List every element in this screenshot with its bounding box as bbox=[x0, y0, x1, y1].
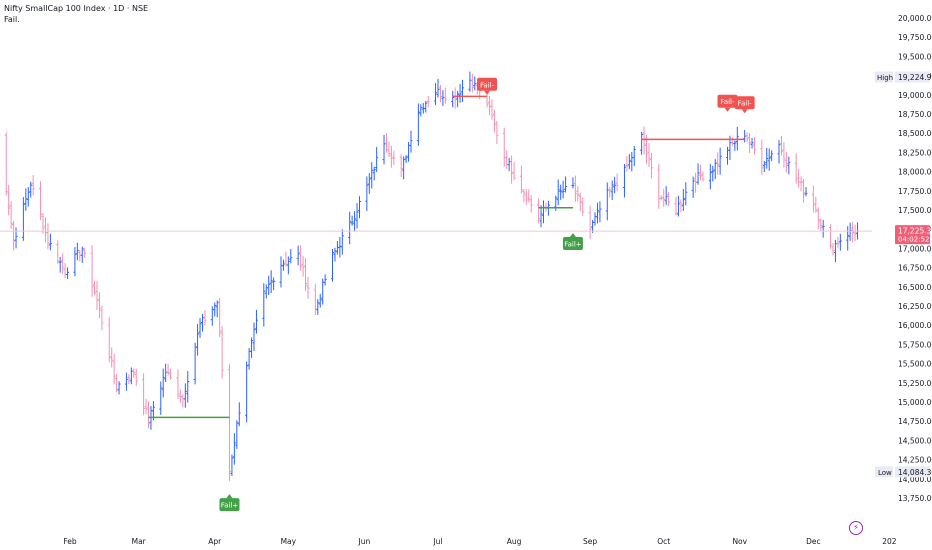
signal-markers: Fail-Fail- Fail-Fail+Fail+ bbox=[148, 77, 755, 512]
time-axis-label: Jun bbox=[358, 537, 371, 546]
time-axis-label: Nov bbox=[732, 537, 747, 546]
price-axis-label: 17,750.00 bbox=[898, 187, 932, 196]
time-axis-label: Apr bbox=[208, 537, 222, 546]
price-axis-label: 19,500.00 bbox=[898, 52, 932, 61]
fail-minus-pointer bbox=[724, 107, 731, 112]
price-axis-label: 15,250.00 bbox=[898, 379, 932, 388]
time-axis-label: Mar bbox=[132, 537, 147, 546]
fail-plus-pointer bbox=[226, 494, 233, 499]
symbol-title[interactable]: Nifty SmallCap 100 Index · 1D · NSE bbox=[4, 4, 149, 13]
low-value-tag bbox=[895, 466, 930, 478]
bar-countdown: 04:02:52 bbox=[898, 236, 929, 244]
fail-minus-pointer bbox=[484, 90, 491, 95]
time-axis-label: May bbox=[281, 537, 297, 546]
price-axis-label: 16,500.00 bbox=[898, 283, 932, 292]
fail-minus-text: Fail- bbox=[738, 100, 753, 108]
price-axis-label: 19,750.00 bbox=[898, 33, 932, 42]
price-axis-label: 15,750.00 bbox=[898, 340, 932, 349]
fail-plus-pointer bbox=[569, 233, 576, 238]
low-tag bbox=[875, 466, 893, 478]
price-axis-label: 13,750.00 bbox=[898, 494, 932, 503]
price-axis-label: 16,250.00 bbox=[898, 302, 932, 311]
price-axis-label: 17,000.00 bbox=[898, 244, 932, 253]
fail-plus-text: Fail+ bbox=[221, 502, 239, 510]
time-axis[interactable]: Feb Mar Apr May Jun Jul Aug Sep Oct Nov Dec 202 bbox=[63, 537, 896, 546]
fail-minus-label[interactable] bbox=[734, 96, 755, 110]
time-axis-label: Feb bbox=[63, 537, 77, 546]
lightning-icon[interactable]: ⚡ bbox=[849, 521, 863, 535]
price-axis-label: 14,250.00 bbox=[898, 456, 932, 465]
price-axis-label: 16,000.00 bbox=[898, 321, 932, 330]
price-axis-label: 14,000.00 bbox=[898, 475, 932, 484]
price-axis[interactable]: 20,000.0019,750.0019,500.0019,250.0019,0… bbox=[875, 14, 932, 503]
time-axis-label: 202 bbox=[882, 537, 897, 546]
high-value-tag bbox=[895, 71, 930, 83]
price-axis-label: 15,500.00 bbox=[898, 360, 932, 369]
fail-minus-label[interactable] bbox=[477, 77, 498, 91]
fail-minus-pointer bbox=[741, 109, 748, 114]
price-axis-label: 18,500.00 bbox=[898, 129, 932, 138]
fail-minus-text: Fail- bbox=[480, 81, 495, 89]
price-axis-label: 15,000.00 bbox=[898, 398, 932, 407]
low-value: 14,084.30 bbox=[898, 468, 932, 477]
fail-plus-label[interactable] bbox=[219, 498, 240, 512]
last-price: 17,225.35 bbox=[898, 227, 932, 236]
fail-minus-label[interactable] bbox=[717, 94, 738, 108]
price-axis-label: 18,750.00 bbox=[898, 110, 932, 119]
time-axis-label: Jul bbox=[432, 537, 442, 546]
high-value: 19,224.95 bbox=[898, 73, 932, 82]
low-label: Low bbox=[878, 469, 892, 477]
price-axis-label: 18,000.00 bbox=[898, 168, 932, 177]
time-axis-label: Sep bbox=[583, 537, 597, 546]
price-axis-label: 18,250.00 bbox=[898, 148, 932, 157]
time-axis-label: Aug bbox=[507, 537, 522, 546]
time-axis-label: Oct bbox=[657, 537, 670, 546]
fail-minus-text: Fail- bbox=[720, 98, 735, 106]
indicator-label[interactable]: Fail. bbox=[4, 15, 20, 24]
price-axis-label: 14,500.00 bbox=[898, 436, 932, 445]
fail-plus-text: Fail+ bbox=[564, 241, 582, 249]
price-axis-label: 19,000.00 bbox=[898, 91, 932, 100]
price-axis-label: 17,500.00 bbox=[898, 206, 932, 215]
last-price-tag bbox=[895, 225, 930, 245]
price-axis-label: 16,750.00 bbox=[898, 264, 932, 273]
fail-plus-label[interactable] bbox=[562, 237, 583, 251]
high-label: High bbox=[877, 74, 893, 82]
price-axis-label: 14,750.00 bbox=[898, 417, 932, 426]
price-axis-label: 20,000.00 bbox=[898, 14, 932, 23]
ohlc-bars bbox=[0, 71, 860, 482]
high-tag bbox=[875, 71, 893, 83]
time-axis-label: Dec bbox=[806, 537, 821, 546]
